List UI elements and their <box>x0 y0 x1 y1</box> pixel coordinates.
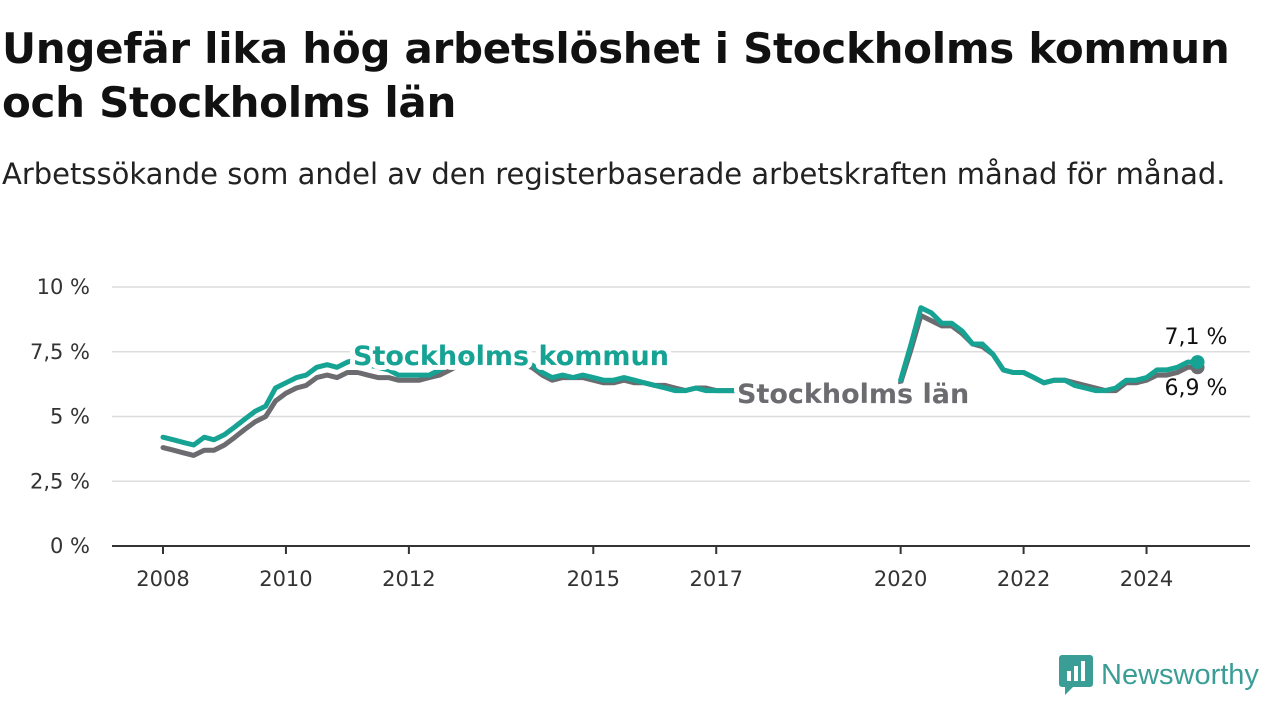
newsworthy-logo-icon <box>1059 655 1093 695</box>
end-label-stockholms-kommun: 7,1 % <box>1165 325 1228 350</box>
y-tick-label: 2,5 % <box>30 469 90 493</box>
x-tick-label: 2015 <box>567 567 620 591</box>
y-axis-ticks: 0 % 2,5 % 5 % 7,5 % 10 % <box>30 275 90 558</box>
x-tick-label: 2017 <box>690 567 743 591</box>
series-label-stockholms-lan: Stockholms län <box>737 379 969 410</box>
y-tick-label: 10 % <box>37 275 90 299</box>
series-label-stockholms-lan-halo: Stockholms län <box>737 379 969 410</box>
brand-name: Newsworthy <box>1101 658 1259 691</box>
chart-title: Ungefär lika hög arbetslöshet i Stockhol… <box>2 24 1230 127</box>
x-tick-label: 2012 <box>382 567 435 591</box>
y-tick-label: 0 % <box>50 534 90 558</box>
x-axis: 2008 2010 2012 2015 2017 2020 2022 2024 <box>112 545 1250 591</box>
line-stockholms-kommun <box>898 305 1200 394</box>
y-tick-label: 5 % <box>50 405 90 429</box>
grid-lines <box>112 286 1250 482</box>
x-tick-label: 2024 <box>1120 567 1173 591</box>
x-tick-label: 2022 <box>997 567 1050 591</box>
line-stockholms-lan <box>160 357 739 458</box>
end-label-stockholms-lan: 6,9 % <box>1165 376 1228 401</box>
y-tick-label: 7,5 % <box>30 340 90 364</box>
series-label-stockholms-kommun-halo: Stockholms kommun <box>353 341 669 372</box>
line-stockholms-kommun <box>160 351 739 448</box>
x-tick-label: 2020 <box>874 567 927 591</box>
series-label-stockholms-kommun: Stockholms kommun <box>353 341 669 372</box>
newsworthy-logo: Newsworthy <box>1059 655 1259 695</box>
x-tick-label: 2008 <box>136 567 189 591</box>
series-lines <box>160 305 1205 458</box>
chart-subtitle: Arbetssökande som andel av den registerb… <box>2 157 1226 191</box>
end-point <box>1190 355 1205 370</box>
x-tick-label: 2010 <box>259 567 312 591</box>
